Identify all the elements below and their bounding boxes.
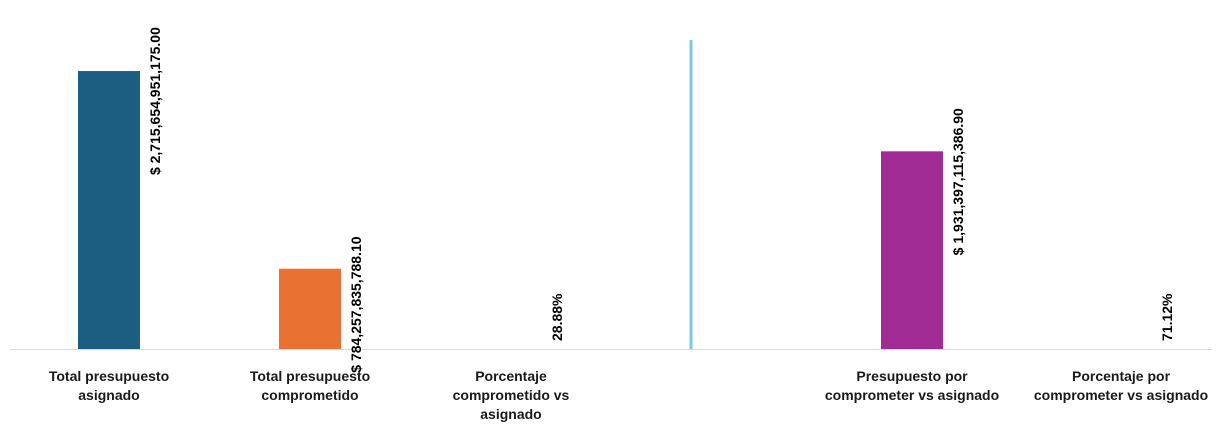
- data-label: 28.88%: [549, 293, 565, 341]
- category-tick-line: asignado: [480, 406, 541, 422]
- category-tick-label: Total presupuesto comprometido: [250, 368, 370, 403]
- bar: [881, 151, 943, 349]
- category-tick-line: asignado: [78, 387, 139, 403]
- data-label: $ 784,257,835,788.10: [348, 236, 364, 372]
- bar: [279, 268, 341, 349]
- category-tick-label: Total presupuesto asignado: [49, 368, 169, 403]
- bars-group: [78, 71, 943, 349]
- category-tick-line: Presupuesto por: [856, 368, 968, 384]
- category-tick-line: Total presupuesto: [250, 368, 370, 384]
- category-tick-label: Porcentaje por comprometer vs asignado: [1034, 368, 1208, 403]
- category-tick-line: comprometido vs: [453, 387, 570, 403]
- bar: [78, 71, 140, 349]
- category-tick-line: Total presupuesto: [49, 368, 169, 384]
- data-label: 71.12%: [1159, 293, 1175, 341]
- category-tick-line: comprometer vs asignado: [825, 387, 999, 403]
- category-tick-label: Presupuesto por comprometer vs asignado: [825, 368, 999, 403]
- data-label: $ 2,715,654,951,175.00: [147, 27, 163, 175]
- data-label: $ 1,931,397,115,386.90: [950, 108, 966, 255]
- category-tick-line: Porcentaje: [475, 368, 547, 384]
- category-tick-line: Porcentaje por: [1072, 368, 1171, 384]
- category-tick-label: Porcentaje comprometido vs asignado: [453, 368, 570, 422]
- category-tick-line: comprometer vs asignado: [1034, 387, 1208, 403]
- category-tick-line: comprometido: [261, 387, 358, 403]
- value-labels-group: $ 2,715,654,951,175.00 $ 784,257,835,788.…: [147, 27, 1175, 373]
